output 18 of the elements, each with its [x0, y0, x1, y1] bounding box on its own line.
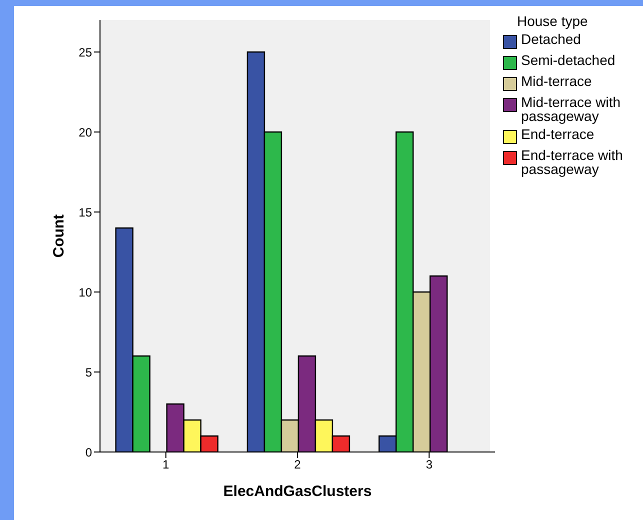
legend-label: Mid-terrace: [521, 73, 592, 89]
y-axis-title: Count: [50, 214, 68, 258]
legend-label: End-terrace with passageway: [521, 147, 624, 177]
legend-label: Detached: [521, 31, 581, 47]
y-tick-label: 0: [85, 445, 92, 460]
y-tick-label: 15: [78, 205, 92, 220]
x-axis-title: ElecAndGasClusters: [223, 483, 372, 500]
x-tick-label: 3: [426, 458, 433, 472]
y-tick-label: 25: [78, 45, 92, 60]
x-tick-label: 1: [162, 458, 170, 472]
legend-label: End-terrace: [521, 126, 594, 142]
x-tick-label: 2: [294, 458, 302, 472]
y-tick-label: 10: [78, 285, 92, 300]
legend-label: Semi-detached: [521, 52, 616, 68]
y-tick-label: 20: [78, 125, 92, 140]
legend-label: Mid-terrace with passageway: [521, 94, 622, 124]
legend-title: House type: [517, 13, 589, 29]
y-tick-label: 5: [85, 365, 92, 380]
